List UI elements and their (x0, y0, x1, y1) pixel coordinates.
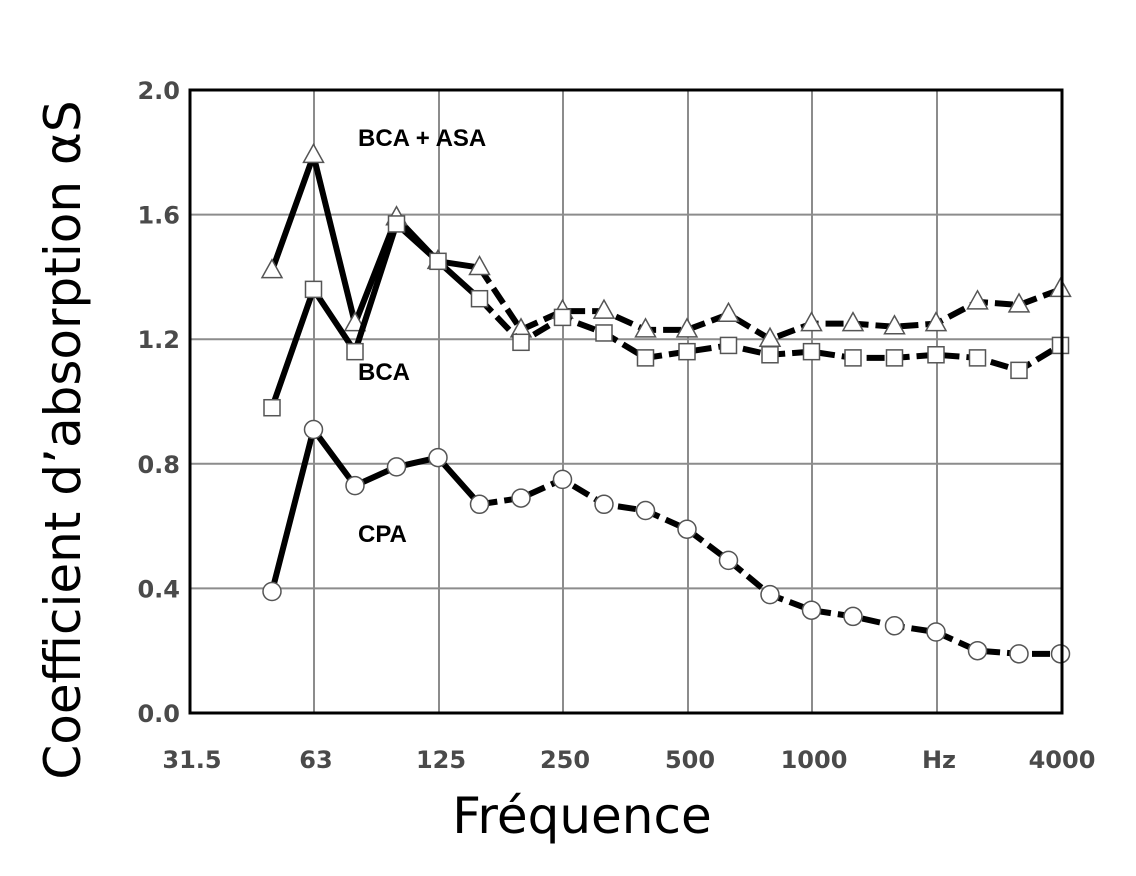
circle-marker (718, 550, 739, 571)
series-line-solid (269, 152, 480, 327)
series-bca-asa (260, 142, 1072, 347)
y-tick-label: 2.0 (137, 77, 180, 105)
triangle-marker (260, 258, 284, 279)
square-marker (968, 349, 987, 367)
triangle-marker (717, 301, 740, 323)
square-marker (636, 349, 655, 367)
x-tick-label: 500 (665, 746, 715, 774)
circle-marker (469, 494, 490, 515)
y-tick-label: 1.2 (137, 326, 180, 354)
square-marker (719, 336, 738, 355)
y-tick-label: 0.0 (137, 700, 180, 728)
square-marker (429, 252, 447, 271)
square-marker (844, 349, 862, 367)
x-tick-label: 125 (416, 746, 466, 774)
y-tick-label: 0.4 (137, 575, 180, 603)
circle-marker (926, 622, 946, 642)
square-marker (802, 342, 821, 361)
x-tick-label: 1000 (781, 746, 848, 774)
x-tick-label: Hz (922, 746, 956, 774)
series-labels: BCA + ASA BCA CPA (358, 125, 486, 548)
series-label: BCA (358, 359, 410, 386)
circle-marker (801, 600, 822, 620)
triangle-marker (841, 311, 865, 332)
circle-marker (1009, 644, 1029, 664)
triangle-marker (966, 289, 989, 310)
triangle-marker (592, 298, 616, 319)
square-marker (1010, 361, 1028, 380)
series-line-solid (269, 426, 482, 593)
x-tick-label: 250 (540, 746, 590, 774)
square-marker (927, 346, 945, 364)
circle-marker (345, 475, 365, 496)
square-marker (678, 342, 696, 361)
x-tick-labels: 31.5 63 125 250 500 1000 Hz 4000 (162, 746, 1095, 774)
triangle-marker (634, 317, 657, 338)
triangle-marker (343, 311, 367, 332)
square-marker (304, 280, 323, 299)
square-marker (470, 289, 489, 308)
plot-frame (188, 88, 1064, 715)
square-marker (387, 215, 406, 233)
x-tick-label: 31.5 (162, 746, 221, 774)
circle-marker (552, 469, 573, 490)
triangle-marker (883, 314, 906, 335)
triangle-marker (800, 311, 823, 332)
triangle-marker (675, 317, 699, 338)
triangle-marker (924, 311, 948, 332)
series-bca (263, 215, 1070, 417)
x-tick-label: 4000 (1029, 746, 1096, 774)
y-axis-title: Coefficient d’absorption αS (34, 100, 92, 779)
square-marker (553, 308, 572, 327)
circle-marker (843, 606, 863, 627)
y-tick-label: 0.8 (137, 451, 180, 479)
series-label: BCA + ASA (358, 125, 486, 152)
circle-marker (967, 640, 988, 661)
circle-marker (594, 494, 614, 515)
y-tick-labels: 0.0 0.4 0.8 1.2 1.6 2.0 (137, 77, 180, 728)
circle-marker (262, 581, 282, 602)
series-cpa (262, 419, 1071, 664)
x-tick-label: 63 (299, 746, 332, 774)
circle-marker (635, 500, 656, 521)
circle-marker (511, 488, 531, 508)
square-marker (512, 333, 530, 352)
triangle-marker (302, 142, 325, 164)
y-tick-label: 1.6 (137, 202, 180, 230)
circle-marker (677, 519, 697, 539)
circle-marker (303, 419, 324, 440)
triangle-marker (1007, 292, 1031, 313)
circle-marker (884, 616, 905, 636)
circle-marker (428, 447, 448, 468)
square-marker (346, 342, 364, 361)
x-axis-title: Fréquence (452, 787, 711, 845)
circle-marker (760, 584, 780, 605)
series-layer (260, 142, 1072, 664)
square-marker (263, 398, 281, 417)
square-marker (885, 349, 904, 367)
series-label: CPA (358, 521, 407, 548)
series-line-dashed (479, 476, 1061, 657)
circle-marker (386, 457, 407, 477)
square-marker (595, 324, 613, 342)
triangle-marker (468, 255, 491, 276)
square-marker (761, 346, 779, 364)
